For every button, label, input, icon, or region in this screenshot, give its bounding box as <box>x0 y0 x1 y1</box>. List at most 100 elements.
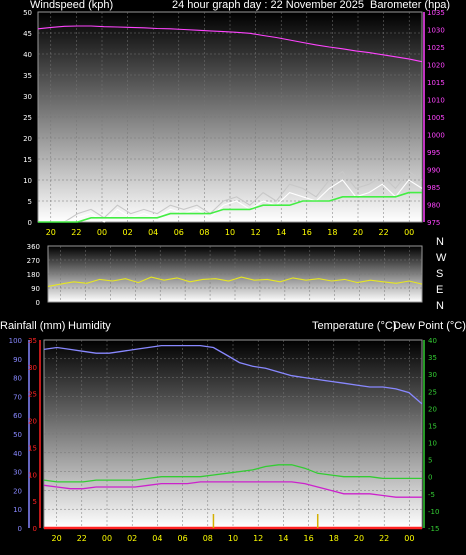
y-right-tick-label: 995 <box>427 149 440 157</box>
y-right-tick-label: 1015 <box>427 79 445 87</box>
x-tick-label: 02 <box>123 228 133 237</box>
y-rain-tick-label: 20 <box>28 418 37 426</box>
y-left-tick-label: 35 <box>23 72 32 80</box>
barometer-series <box>37 25 423 63</box>
wind-pressure-chart: 5045403530252015105010351030102510201015… <box>23 9 445 237</box>
x-tick-label: 22 <box>77 534 87 543</box>
humidity-series <box>43 344 423 405</box>
wind_gust-series <box>38 170 423 223</box>
x-tick-label: 10 <box>225 228 235 237</box>
y-right-tick-label: 1005 <box>427 114 445 122</box>
compass-label: N <box>436 236 444 248</box>
x-tick-label: 12 <box>253 534 263 543</box>
dewpoint-axis-title: Dew Point (°C) <box>393 320 466 332</box>
y-left-tick-label: 25 <box>23 114 32 122</box>
y-right-tick-label: 980 <box>427 202 440 210</box>
y-temp-tick-label: -15 <box>428 525 439 533</box>
y-rain-tick-label: 5 <box>33 498 37 506</box>
y-temp-tick-label: -5 <box>428 491 435 499</box>
y-humidity-tick-label: 0 <box>18 525 22 533</box>
y-rain-tick-label: 25 <box>28 391 37 399</box>
y-temp-tick-label: 30 <box>428 371 437 379</box>
y-rain-tick-label: 0 <box>33 525 37 533</box>
x-tick-label: 22 <box>379 228 389 237</box>
y-temp-tick-label: -10 <box>428 508 439 516</box>
dewpoint-series <box>43 481 422 498</box>
y-humidity-tick-label: 70 <box>13 393 22 401</box>
x-tick-label: 22 <box>379 534 389 543</box>
y-humidity-tick-label: 60 <box>13 412 22 420</box>
y-rain-tick-label: 15 <box>28 444 37 452</box>
y-direction-tick-label: 0 <box>36 299 40 307</box>
temperature-series <box>43 464 422 483</box>
y-right-tick-label: 1025 <box>427 44 445 52</box>
y-humidity-tick-label: 30 <box>13 469 22 477</box>
x-tick-label: 04 <box>148 228 158 237</box>
x-tick-label: 16 <box>302 228 312 237</box>
x-tick-label: 08 <box>199 228 209 237</box>
y-right-tick-label: 1010 <box>427 97 445 105</box>
y-left-tick-label: 10 <box>23 177 32 185</box>
x-tick-label: 20 <box>46 228 56 237</box>
x-tick-label: 20 <box>353 228 363 237</box>
y-rain-tick-label: 30 <box>28 364 37 372</box>
wind_avg-series <box>38 191 422 223</box>
x-tick-label: 00 <box>404 534 414 543</box>
temperature-axis-title: Temperature (°C) <box>312 320 397 332</box>
y-humidity-tick-label: 100 <box>9 337 22 345</box>
y-right-tick-label: 975 <box>427 219 440 227</box>
y-rain-tick-label: 35 <box>28 337 37 345</box>
compass-label: W <box>436 252 447 264</box>
y-left-tick-label: 50 <box>23 9 32 17</box>
y-temp-tick-label: 35 <box>428 354 437 362</box>
y-temp-tick-label: 5 <box>428 457 432 465</box>
x-tick-label: 06 <box>174 228 184 237</box>
temperature-humidity-chart: 1009080706050403020100353025201510504035… <box>9 337 440 543</box>
y-left-tick-label: 15 <box>23 156 32 164</box>
x-tick-label: 14 <box>276 228 286 237</box>
y-humidity-tick-label: 50 <box>13 431 22 439</box>
y-left-tick-label: 20 <box>23 135 32 143</box>
x-tick-label: 00 <box>97 228 107 237</box>
y-left-tick-label: 40 <box>23 51 32 59</box>
y-right-tick-label: 1020 <box>427 62 445 70</box>
y-left-tick-label: 0 <box>28 219 32 227</box>
x-tick-label: 14 <box>278 534 288 543</box>
y-right-tick-label: 990 <box>427 167 440 175</box>
y-right-tick-label: 985 <box>427 184 440 192</box>
y-left-tick-label: 30 <box>23 93 32 101</box>
y-direction-tick-label: 90 <box>31 285 40 293</box>
x-tick-label: 00 <box>404 228 414 237</box>
humidity-axis-title: Humidity <box>68 320 111 332</box>
direction-series <box>47 276 423 287</box>
compass-label: E <box>436 284 444 296</box>
x-tick-label: 22 <box>71 228 81 237</box>
y-temp-tick-label: 0 <box>428 474 432 482</box>
y-right-tick-label: 1000 <box>427 132 445 140</box>
x-tick-label: 18 <box>329 534 339 543</box>
y-rain-tick-label: 10 <box>28 471 37 479</box>
y-temp-tick-label: 25 <box>428 388 437 396</box>
rainfall-axis-title: Rainfall (mm) <box>0 320 66 332</box>
y-humidity-tick-label: 80 <box>13 375 22 383</box>
x-tick-label: 20 <box>354 534 364 543</box>
x-tick-label: 00 <box>102 534 112 543</box>
x-tick-label: 10 <box>228 534 238 543</box>
x-tick-label: 16 <box>304 534 314 543</box>
y-direction-tick-label: 360 <box>27 243 40 251</box>
x-tick-label: 02 <box>127 534 137 543</box>
x-tick-label: 04 <box>152 534 162 543</box>
y-direction-tick-label: 180 <box>27 271 40 279</box>
y-temp-tick-label: 20 <box>428 405 437 413</box>
y-right-tick-label: 1030 <box>427 27 445 35</box>
wind-direction-chart: 360 270 180 90 0 <box>27 243 423 307</box>
graph-date-title: 24 hour graph day : 22 November 2025 <box>172 0 365 11</box>
y-left-tick-label: 5 <box>28 198 32 206</box>
compass-label: S <box>436 268 444 280</box>
y-temp-tick-label: 15 <box>428 422 437 430</box>
x-tick-label: 20 <box>52 534 62 543</box>
x-tick-label: 08 <box>203 534 213 543</box>
compass-label: N <box>436 300 444 312</box>
y-humidity-tick-label: 10 <box>13 506 22 514</box>
x-tick-label: 18 <box>327 228 337 237</box>
